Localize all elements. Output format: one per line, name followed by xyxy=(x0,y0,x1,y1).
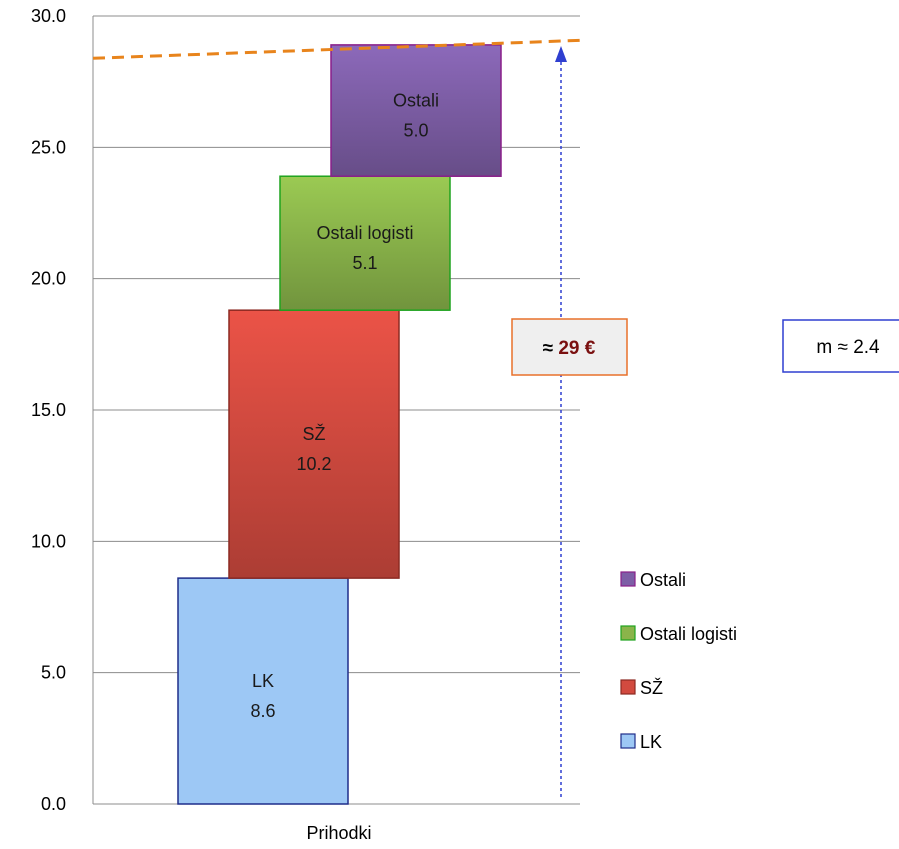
total-box xyxy=(511,318,628,376)
legend-swatch xyxy=(620,679,636,695)
bar-ostali xyxy=(330,44,502,177)
bars: LK 8.6 SŽ 10.2 Ostali logisti 5.1 Ostali 5.0 xyxy=(177,44,502,805)
legend-label: SŽ xyxy=(640,678,663,698)
y-tick-label: 25.0 xyxy=(31,137,66,157)
legend-label: Ostali xyxy=(640,570,686,590)
y-tick-label: 20.0 xyxy=(31,269,66,289)
multiplier-label: m ≈ 2.4 xyxy=(816,337,880,358)
legend-swatch xyxy=(620,571,636,587)
y-tick-label: 15.0 xyxy=(31,400,66,420)
total-approx-sign: ≈ xyxy=(543,338,559,359)
legend: Ostali Ostali logisti SŽ LK xyxy=(620,570,737,752)
bar-value-label: 5.0 xyxy=(403,121,428,141)
multiplier-box xyxy=(782,319,899,373)
total-value: 29 € xyxy=(558,338,595,359)
bar-value-label: 8.6 xyxy=(250,701,275,721)
bar-name-label: Ostali xyxy=(393,91,439,111)
y-tick-label: 5.0 xyxy=(41,663,66,683)
legend-swatch xyxy=(620,733,636,749)
bar-value-label: 5.1 xyxy=(352,253,377,273)
bar-name-label: SŽ xyxy=(302,424,325,444)
y-tick-label: 10.0 xyxy=(31,531,66,551)
bar-ostali-logisti xyxy=(279,175,451,311)
legend-label: Ostali logisti xyxy=(640,624,737,644)
bar-name-label: Ostali logisti xyxy=(316,223,413,243)
x-category-label: Prihodki xyxy=(306,823,371,843)
total-dashed-line xyxy=(92,38,583,60)
y-tick-label: 30.0 xyxy=(31,6,66,26)
bar-name-label: LK xyxy=(252,671,274,691)
arrow-head-icon xyxy=(555,46,567,62)
total-box-label: ≈ 29 € xyxy=(543,338,596,359)
legend-label: LK xyxy=(640,732,662,752)
y-tick-label: 0.0 xyxy=(41,794,66,814)
annotations: ≈ 29 € m ≈ 2.4 xyxy=(92,38,899,797)
legend-swatch xyxy=(620,625,636,641)
bar-value-label: 10.2 xyxy=(296,454,331,474)
